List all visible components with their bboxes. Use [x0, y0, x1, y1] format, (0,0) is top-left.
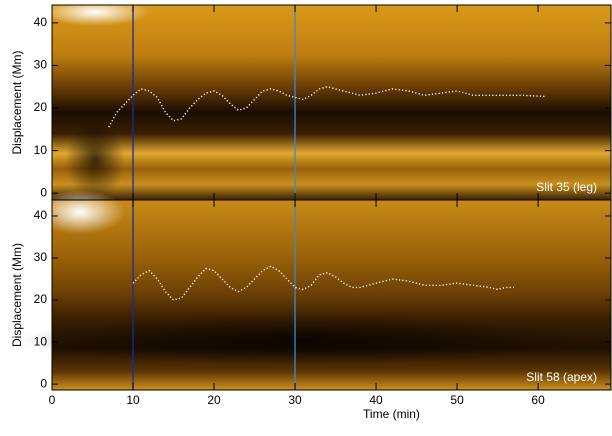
y-tick-label: 30 — [34, 250, 48, 264]
data-line — [108, 85, 547, 128]
y-tick-label: 30 — [34, 58, 48, 72]
y-tick-label: 40 — [34, 208, 48, 222]
y-axis-label: Displacement (Mm) — [10, 243, 24, 347]
x-tick-label: 60 — [531, 393, 545, 407]
x-tick-label: 40 — [369, 393, 383, 407]
panel-annotation: Slit 35 (leg) — [536, 180, 597, 194]
y-tick-label: 20 — [34, 100, 48, 114]
x-tick-label: 50 — [450, 393, 464, 407]
plot-frame — [51, 199, 612, 391]
panel-annotation: Slit 58 (apex) — [526, 370, 597, 384]
x-tick-label: 30 — [288, 393, 302, 407]
y-axis-label: Displacement (Mm) — [10, 50, 24, 154]
x-tick-label: 0 — [49, 393, 56, 407]
y-tick-label: 0 — [40, 376, 47, 390]
y-tick-label: 10 — [34, 334, 48, 348]
data-line — [132, 265, 514, 301]
x-tick-label: 10 — [126, 393, 140, 407]
y-tick-label: 20 — [34, 292, 48, 306]
y-tick-label: 40 — [34, 15, 48, 29]
y-tick-label: 10 — [34, 143, 48, 157]
y-tick-label: 0 — [40, 185, 47, 199]
x-axis-label: Time (min) — [363, 407, 420, 421]
x-tick-label: 20 — [207, 393, 221, 407]
panel-background — [20, 0, 611, 390]
